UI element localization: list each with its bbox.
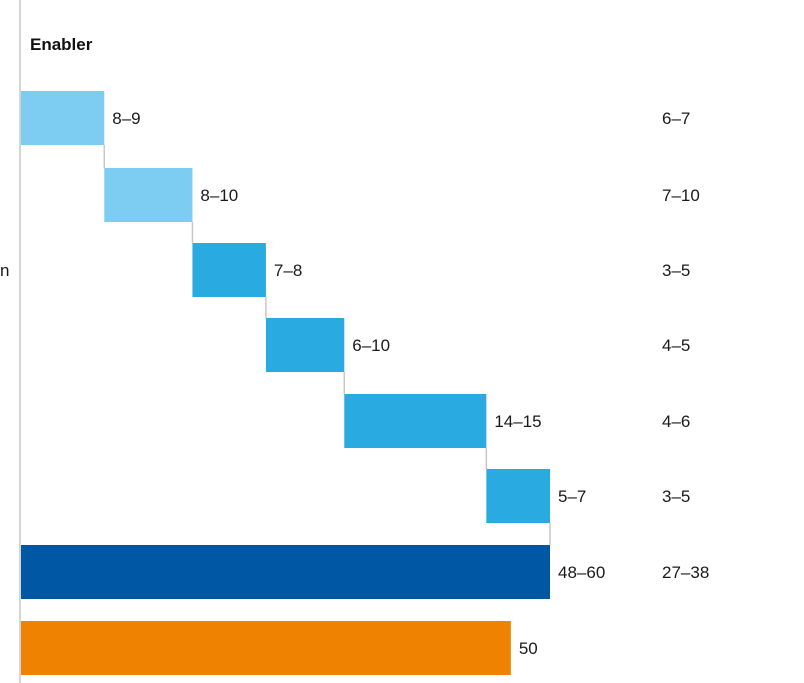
bar-value-label-4: 6–10 <box>352 336 390 355</box>
right-value-label-5: 4–6 <box>662 412 690 431</box>
bar-7 <box>21 545 550 599</box>
bar-value-label-5: 14–15 <box>494 412 541 431</box>
bar-4 <box>265 318 345 372</box>
left-partial-labels: n <box>0 261 9 280</box>
connector-lines <box>103 145 551 545</box>
bars <box>21 91 550 675</box>
bar-labels: 8–9 8–10 7–8 6–10 14–15 5–7 48–60 50 <box>112 109 605 658</box>
right-value-label-6: 3–5 <box>662 487 690 506</box>
right-column-labels: 6–7 7–10 3–5 4–5 4–6 3–5 27–38 <box>662 109 709 582</box>
right-value-label-7: 27–38 <box>662 563 709 582</box>
bar-1 <box>21 91 105 145</box>
bar-value-label-1: 8–9 <box>112 109 140 128</box>
bar-6 <box>486 469 550 523</box>
bar-3 <box>192 243 266 297</box>
right-value-label-1: 6–7 <box>662 109 690 128</box>
left-partial-label-3: n <box>0 261 9 280</box>
bar-8 <box>21 621 511 675</box>
bar-value-label-7: 48–60 <box>558 563 605 582</box>
bar-5 <box>344 394 487 448</box>
right-value-label-4: 4–5 <box>662 336 690 355</box>
right-value-label-2: 7–10 <box>662 186 700 205</box>
chart-header: Enabler <box>30 35 93 54</box>
bar-value-label-6: 5–7 <box>558 487 586 506</box>
right-value-label-3: 3–5 <box>662 261 690 280</box>
bar-value-label-3: 7–8 <box>274 261 302 280</box>
bar-2 <box>104 168 193 222</box>
bar-value-label-2: 8–10 <box>200 186 238 205</box>
bar-value-label-8: 50 <box>519 639 538 658</box>
